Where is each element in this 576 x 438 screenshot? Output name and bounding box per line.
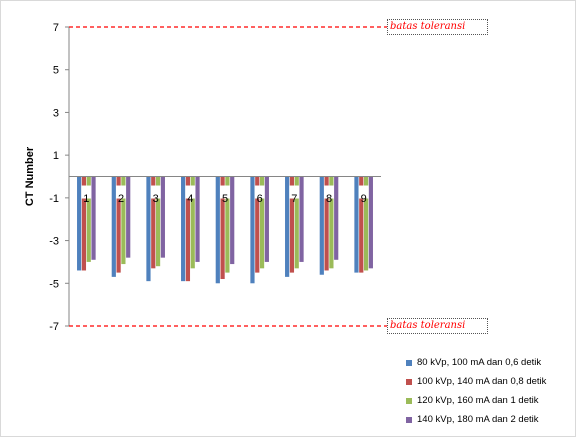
bar [324, 176, 329, 271]
legend-label: 80 kVp, 100 mA dan 0,6 detik [417, 357, 542, 368]
bar [195, 176, 200, 262]
tolerance-label-upper: batas toleransi [390, 21, 466, 32]
bar [299, 176, 304, 262]
y-tick-label: 7 [53, 22, 59, 34]
legend-item: 140 kVp, 180 mA dan 2 detik [406, 410, 546, 429]
bar [146, 176, 151, 282]
category-label: 9 [361, 193, 367, 205]
category-label-bg [150, 185, 161, 199]
legend-label: 100 kVp, 140 mA dan 0,8 detik [417, 376, 547, 387]
category-label: 2 [118, 193, 124, 205]
y-tick-label: -3 [49, 236, 59, 248]
bar [368, 176, 373, 269]
bar [259, 176, 265, 269]
bar [91, 176, 96, 260]
bar [111, 176, 116, 277]
category-label: 4 [187, 193, 193, 205]
bar [329, 176, 334, 269]
category-label: 5 [222, 193, 228, 205]
bar [220, 176, 225, 280]
category-label-bg [185, 185, 196, 199]
bar [160, 176, 165, 258]
bar [319, 176, 324, 275]
bar [225, 176, 230, 273]
bar [230, 176, 235, 265]
bar [294, 176, 299, 269]
bar [77, 176, 82, 271]
tolerance-label-lower: batas toleransi [390, 320, 466, 331]
bar [81, 176, 87, 271]
category-label: 7 [291, 193, 297, 205]
legend-swatch [406, 359, 412, 366]
y-tick-label: -1 [49, 193, 59, 205]
bar [185, 176, 191, 282]
bar [250, 176, 255, 284]
legend: 80 kVp, 100 mA dan 0,6 detik 100 kVp, 14… [406, 353, 546, 429]
tolerance-label-lower-box: batas toleransi [387, 318, 488, 334]
bar [116, 176, 121, 273]
legend-swatch [406, 397, 412, 404]
category-label: 3 [153, 193, 159, 205]
legend-label: 120 kVp, 160 mA dan 1 detik [417, 395, 539, 406]
category-label-bg [324, 185, 334, 199]
bar [354, 176, 359, 273]
category-label-bg [220, 185, 230, 199]
category-label: 6 [257, 193, 263, 205]
bar [190, 176, 195, 269]
category-label: 8 [326, 193, 332, 205]
legend-item: 120 kVp, 160 mA dan 1 detik [406, 391, 546, 410]
y-tick-label: 1 [53, 150, 59, 162]
category-label-bg [254, 185, 265, 199]
legend-swatch [406, 378, 412, 385]
category-label-bg [289, 185, 300, 199]
y-tick-label: 5 [53, 65, 59, 77]
y-tick-label: -7 [49, 321, 59, 333]
bar [363, 176, 369, 271]
bar [255, 176, 260, 273]
category-label-bg [81, 185, 92, 199]
bar [215, 176, 220, 284]
category-label-bg [116, 185, 126, 199]
category-label-bg [358, 185, 369, 199]
category-label: 1 [83, 193, 89, 205]
bar [334, 176, 339, 260]
legend-label: 140 kVp, 180 mA dan 2 detik [417, 414, 539, 425]
bar [155, 176, 161, 267]
bar [359, 176, 364, 273]
y-tick-label: -5 [49, 278, 59, 290]
bar [285, 176, 290, 277]
tolerance-label-upper-box: batas toleransi [387, 19, 488, 35]
legend-swatch [406, 416, 412, 423]
bar [264, 176, 269, 262]
legend-item: 100 kVp, 140 mA dan 0,8 detik [406, 372, 546, 391]
bar [126, 176, 131, 258]
bar [151, 176, 156, 269]
bar [289, 176, 295, 273]
bar [121, 176, 126, 265]
legend-item: 80 kVp, 100 mA dan 0,6 detik [406, 353, 546, 372]
y-tick-label: 3 [53, 107, 59, 119]
bar [181, 176, 186, 282]
bar [86, 176, 91, 262]
y-axis-title: CT Number [24, 146, 36, 206]
